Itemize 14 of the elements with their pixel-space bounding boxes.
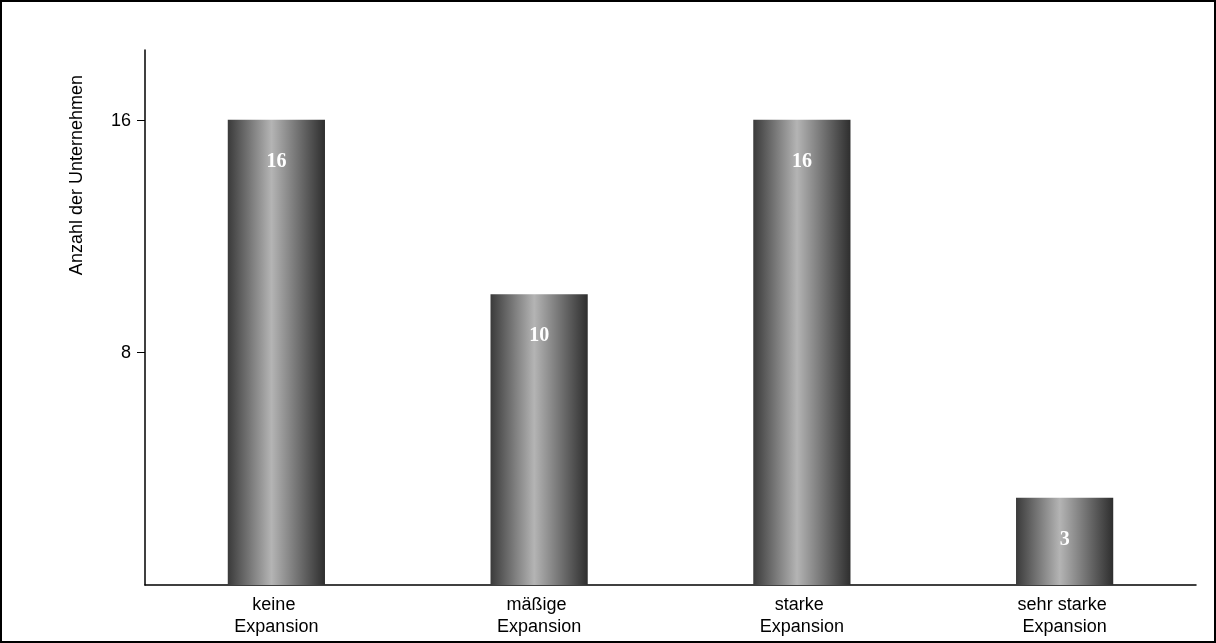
bar bbox=[227, 119, 325, 585]
data-label: 10 bbox=[529, 323, 550, 346]
bar bbox=[1016, 497, 1114, 585]
data-label: 3 bbox=[1059, 526, 1070, 549]
y-tick-label: 8 bbox=[120, 342, 131, 363]
bar bbox=[490, 294, 588, 585]
bar bbox=[753, 119, 851, 585]
data-label: 16 bbox=[266, 148, 287, 171]
x-tick-label: sehr starke Expansion bbox=[1017, 594, 1112, 636]
x-tick-label: keine Expansion bbox=[234, 594, 319, 636]
x-tick-label: starke Expansion bbox=[759, 594, 844, 636]
x-tick-label: mäßige Expansion bbox=[497, 594, 582, 636]
y-axis-title: Anzahl der Unternehmen bbox=[66, 75, 86, 276]
data-label: 16 bbox=[791, 148, 812, 171]
